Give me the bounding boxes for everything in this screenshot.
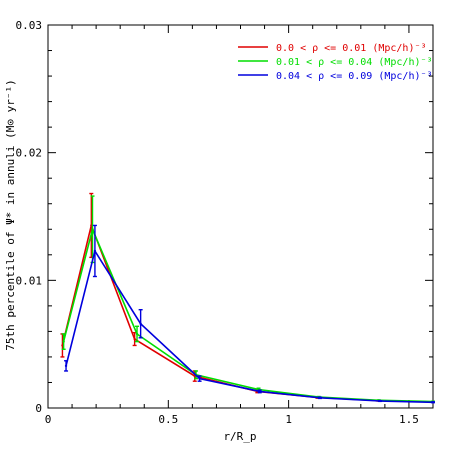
y-tick-label: 0 (35, 402, 42, 415)
series-2 (61, 195, 435, 403)
x-tick-label: 0.5 (158, 413, 178, 426)
series-line (65, 248, 434, 404)
data-point (139, 322, 142, 325)
legend-label: 0.04 < ρ <= 0.09 (Mpc/h)⁻³ (276, 71, 433, 82)
legend-item: 0.01 < ρ <= 0.04 (Mpc/h)⁻³ (238, 57, 433, 68)
legend-label: 0.0 < ρ <= 0.01 (Mpc/h)⁻³ (276, 43, 427, 54)
data-point (135, 332, 139, 336)
y-tick-label: 0.01 (16, 274, 43, 287)
x-axis-label: r/R_p (223, 430, 256, 443)
series-line (62, 226, 434, 403)
data-point (198, 377, 201, 380)
data-point (133, 337, 136, 341)
x-tick-label: 0 (45, 413, 52, 426)
series-3 (64, 224, 435, 404)
data-point (378, 399, 382, 403)
data-point (318, 396, 322, 399)
plot-frame (47, 24, 434, 409)
axis-ticks-group: 0 0.5 1 1.5 0 0.01 0.02 0.03 (16, 19, 433, 426)
legend-item: 0.04 < ρ <= 0.09 (Mpc/h)⁻³ (238, 71, 433, 82)
legend-item: 0.0 < ρ <= 0.01 (Mpc/h)⁻³ (238, 43, 427, 54)
data-point (64, 364, 68, 368)
x-tick-label: 1 (285, 413, 292, 426)
y-axis-label: 75th percentile of Ψ* in annuli (M⊙ yr⁻¹… (4, 79, 17, 351)
data-point (93, 249, 97, 253)
data-point (62, 340, 65, 343)
series-group (60, 192, 435, 404)
data-point (258, 390, 261, 393)
x-tick-label: 1.5 (399, 413, 419, 426)
series-1 (60, 192, 435, 404)
series-line (61, 222, 434, 403)
y-tick-label: 0.03 (16, 19, 43, 32)
data-point (431, 401, 435, 404)
legend: 0.0 < ρ <= 0.01 (Mpc/h)⁻³ 0.01 < ρ <= 0.0… (238, 43, 433, 82)
data-point (91, 228, 94, 231)
legend-label: 0.01 < ρ <= 0.04 (Mpc/h)⁻³ (276, 57, 433, 68)
y-tick-label: 0.02 (16, 147, 43, 160)
plot-frame-group (47, 24, 434, 409)
